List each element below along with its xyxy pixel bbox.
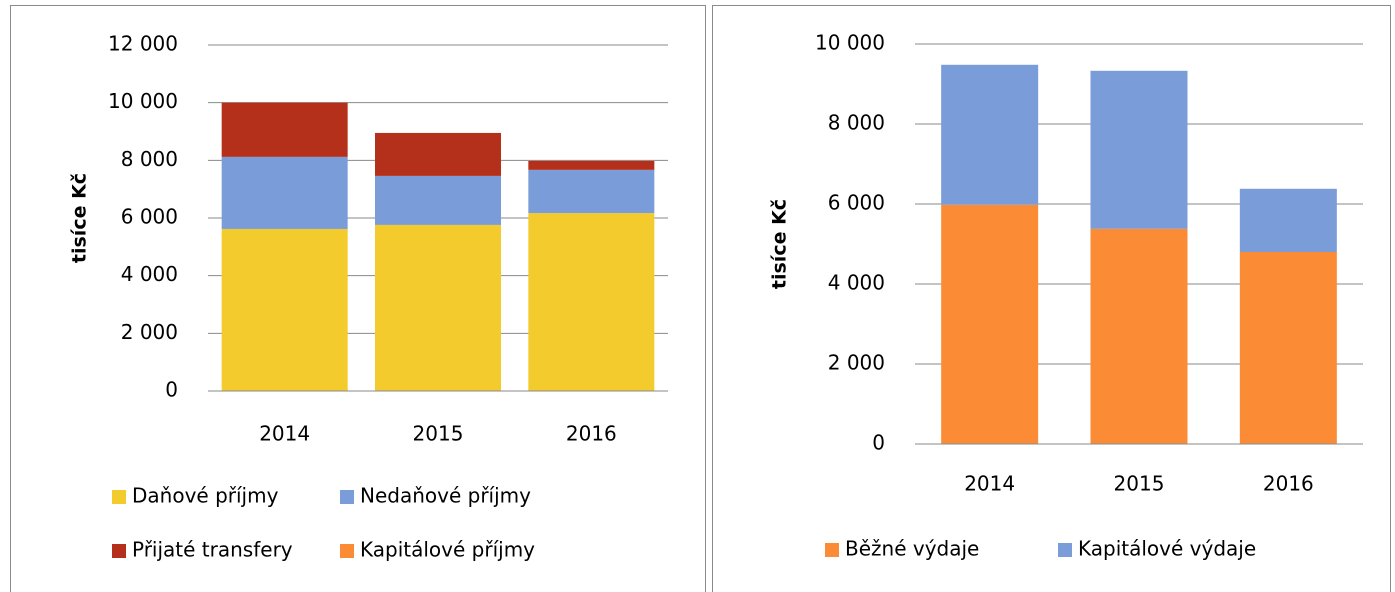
bar-segment bbox=[1239, 188, 1337, 252]
bar-segment bbox=[528, 213, 655, 391]
bar-segment bbox=[528, 160, 655, 170]
bar-segment bbox=[375, 224, 501, 391]
y-tick-label: 0 bbox=[872, 431, 885, 455]
y-tick-label: 8 000 bbox=[121, 147, 178, 171]
y-tick-label: 4 000 bbox=[828, 271, 885, 295]
bar-segment bbox=[528, 169, 655, 214]
bar-segment bbox=[1090, 228, 1188, 444]
legend-label: Přijaté transfery bbox=[132, 538, 293, 562]
legend-label: Běžné výdaje bbox=[845, 537, 979, 561]
bar-segment bbox=[221, 102, 348, 157]
legend-swatch bbox=[1058, 543, 1072, 557]
legend-swatch bbox=[825, 543, 839, 557]
bar-segment bbox=[375, 175, 501, 225]
legend-label: Kapitálové příjmy bbox=[360, 538, 535, 562]
legend-swatch bbox=[340, 544, 354, 558]
y-axis-label: tisíce Kč bbox=[769, 199, 791, 289]
legend-label: Daňové příjmy bbox=[132, 484, 279, 508]
y-tick-label: 6 000 bbox=[121, 205, 178, 229]
x-tick-label: 2016 bbox=[1263, 472, 1314, 496]
y-axis-label: tisíce Kč bbox=[69, 173, 91, 263]
y-tick-label: 6 000 bbox=[828, 191, 885, 215]
bar-segment bbox=[941, 64, 1039, 205]
x-tick-label: 2014 bbox=[964, 472, 1015, 496]
y-tick-label: 2 000 bbox=[828, 351, 885, 375]
y-tick-label: 4 000 bbox=[121, 262, 178, 286]
y-tick-label: 12 000 bbox=[108, 32, 178, 56]
y-tick-label: 10 000 bbox=[815, 31, 885, 55]
x-tick-label: 2014 bbox=[259, 422, 310, 446]
y-tick-label: 10 000 bbox=[108, 89, 178, 113]
x-tick-label: 2016 bbox=[566, 422, 617, 446]
x-tick-label: 2015 bbox=[1114, 472, 1165, 496]
bar-segment bbox=[221, 156, 348, 229]
panel-frame bbox=[10, 5, 706, 592]
bar-segment bbox=[375, 132, 501, 176]
legend-label: Kapitálové výdaje bbox=[1078, 537, 1256, 561]
legend-swatch bbox=[112, 490, 126, 504]
y-tick-label: 2 000 bbox=[121, 320, 178, 344]
panel-frame bbox=[712, 5, 1391, 592]
y-tick-label: 8 000 bbox=[828, 111, 885, 135]
bar-segment bbox=[1239, 252, 1337, 444]
bar-segment bbox=[1090, 70, 1188, 229]
bar-segment bbox=[221, 228, 348, 391]
legend-swatch bbox=[112, 544, 126, 558]
legend-label: Nedaňové příjmy bbox=[360, 484, 531, 508]
bar-segment bbox=[941, 204, 1039, 444]
legend-swatch bbox=[340, 490, 354, 504]
x-tick-label: 2015 bbox=[413, 422, 464, 446]
y-tick-label: 0 bbox=[165, 378, 178, 402]
